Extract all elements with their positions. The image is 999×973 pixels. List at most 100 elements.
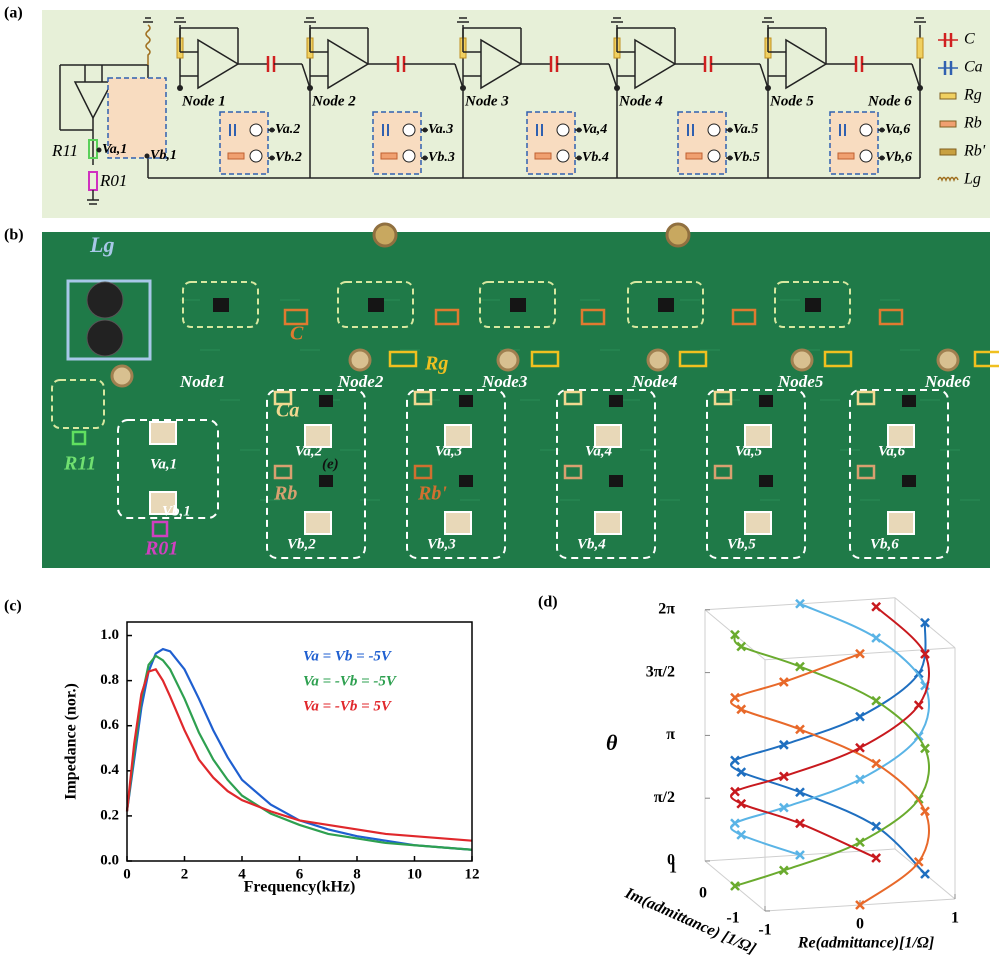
photo-label: Node2 [337,372,384,391]
legend-label: C [964,31,975,48]
node-label: Node 1 [181,93,226,109]
photo-label: Rb' [417,483,447,505]
chip [805,298,821,312]
helix-point [856,713,864,721]
legend-symbol [940,121,956,127]
terminal [577,128,582,133]
x-tick-label: 0 [856,916,864,933]
x-tick-label: 12 [465,866,480,882]
legend-symbol [940,93,956,99]
voltage-label: Vb,3 [427,536,456,552]
terminal [728,156,733,161]
helix-point [737,643,745,651]
dashed-module [220,112,268,174]
multiplier [250,124,262,136]
z-tick-label: π/2 [654,789,675,806]
connector [445,512,471,534]
voltage-label: Va.5 [733,122,758,137]
voltage-label: Vb,2 [287,536,316,552]
photo-label: Rb [273,483,297,505]
connector [792,350,812,370]
x-tick-label: 10 [407,866,422,882]
helix-curve [731,607,929,858]
dashed-module [830,112,878,174]
photo-label: C [290,323,304,345]
node-label: Node 6 [867,93,912,109]
helix-point [731,788,739,796]
photo-label: Node1 [179,372,225,391]
voltage-label: Va,1 [150,456,177,472]
resistor [381,153,397,159]
multiplier [403,150,415,162]
photo-label: R01 [144,538,178,560]
voltage-label: Vb,4 [577,536,606,552]
node-dot [177,85,183,91]
connector [112,366,132,386]
helix-point [872,760,880,768]
inductor [87,320,123,356]
chip [459,395,473,407]
photo-label: Rg [424,353,448,375]
voltage-label: Vb,6 [870,536,899,552]
legend-symbol [940,149,956,155]
series-line [127,669,472,840]
y-tick-label: 0.0 [100,852,119,868]
node-label: Node 3 [464,93,509,109]
terminal [270,128,275,133]
voltage-label: Va.3 [428,122,453,137]
node-label: Node 5 [769,93,814,109]
legend-label: Va = -Vb = 5V [303,698,393,714]
helix-point [915,701,923,709]
connector [350,350,370,370]
chip [368,298,384,312]
connector [745,512,771,534]
legend-label: Rg [963,87,982,104]
chip [213,298,229,312]
legend-label: Rb [963,115,982,132]
voltage-label: Va,3 [435,443,463,459]
resistor [838,153,854,159]
multiplier [708,124,720,136]
connector [667,224,689,246]
helix-point [856,838,864,846]
connector [374,224,396,246]
connector [498,350,518,370]
photo-label: Ca [276,400,299,422]
panel-label: (a) [4,5,23,22]
chip [459,475,473,487]
chip [510,298,526,312]
helix-point [915,858,923,866]
helix-point [921,807,929,815]
helix-point [872,697,880,705]
resistor [228,153,244,159]
y-tick-label: 0.2 [100,807,119,823]
helix-point [921,744,929,752]
z-tick-label: 2π [658,600,675,617]
y-tick-label: 0 [699,885,707,902]
connector [648,350,668,370]
helix-point [737,800,745,808]
chip [902,475,916,487]
voltage-label: Va,6 [878,443,906,459]
y-tick-label: 0.6 [100,717,119,733]
y-tick-label: 1 [669,860,677,877]
terminal [880,128,885,133]
y-tick-label: 1.0 [100,627,119,643]
terminal [270,156,275,161]
photo-label: Node6 [924,372,971,391]
x-tick-label: 2 [181,866,189,882]
multiplier [860,124,872,136]
terminal [728,128,733,133]
terminal [880,156,885,161]
helix-point [856,775,864,783]
multiplier [557,124,569,136]
terminal [145,154,150,159]
resistor [535,153,551,159]
x-axis-label: Frequency(kHz) [244,879,356,896]
chip [759,475,773,487]
legend-label: Va = Vb = -5V [303,648,393,664]
multiplier [708,150,720,162]
voltage-label: Vb,1 [150,148,177,163]
connector [150,422,176,444]
voltage-label: Va,1 [102,142,127,157]
